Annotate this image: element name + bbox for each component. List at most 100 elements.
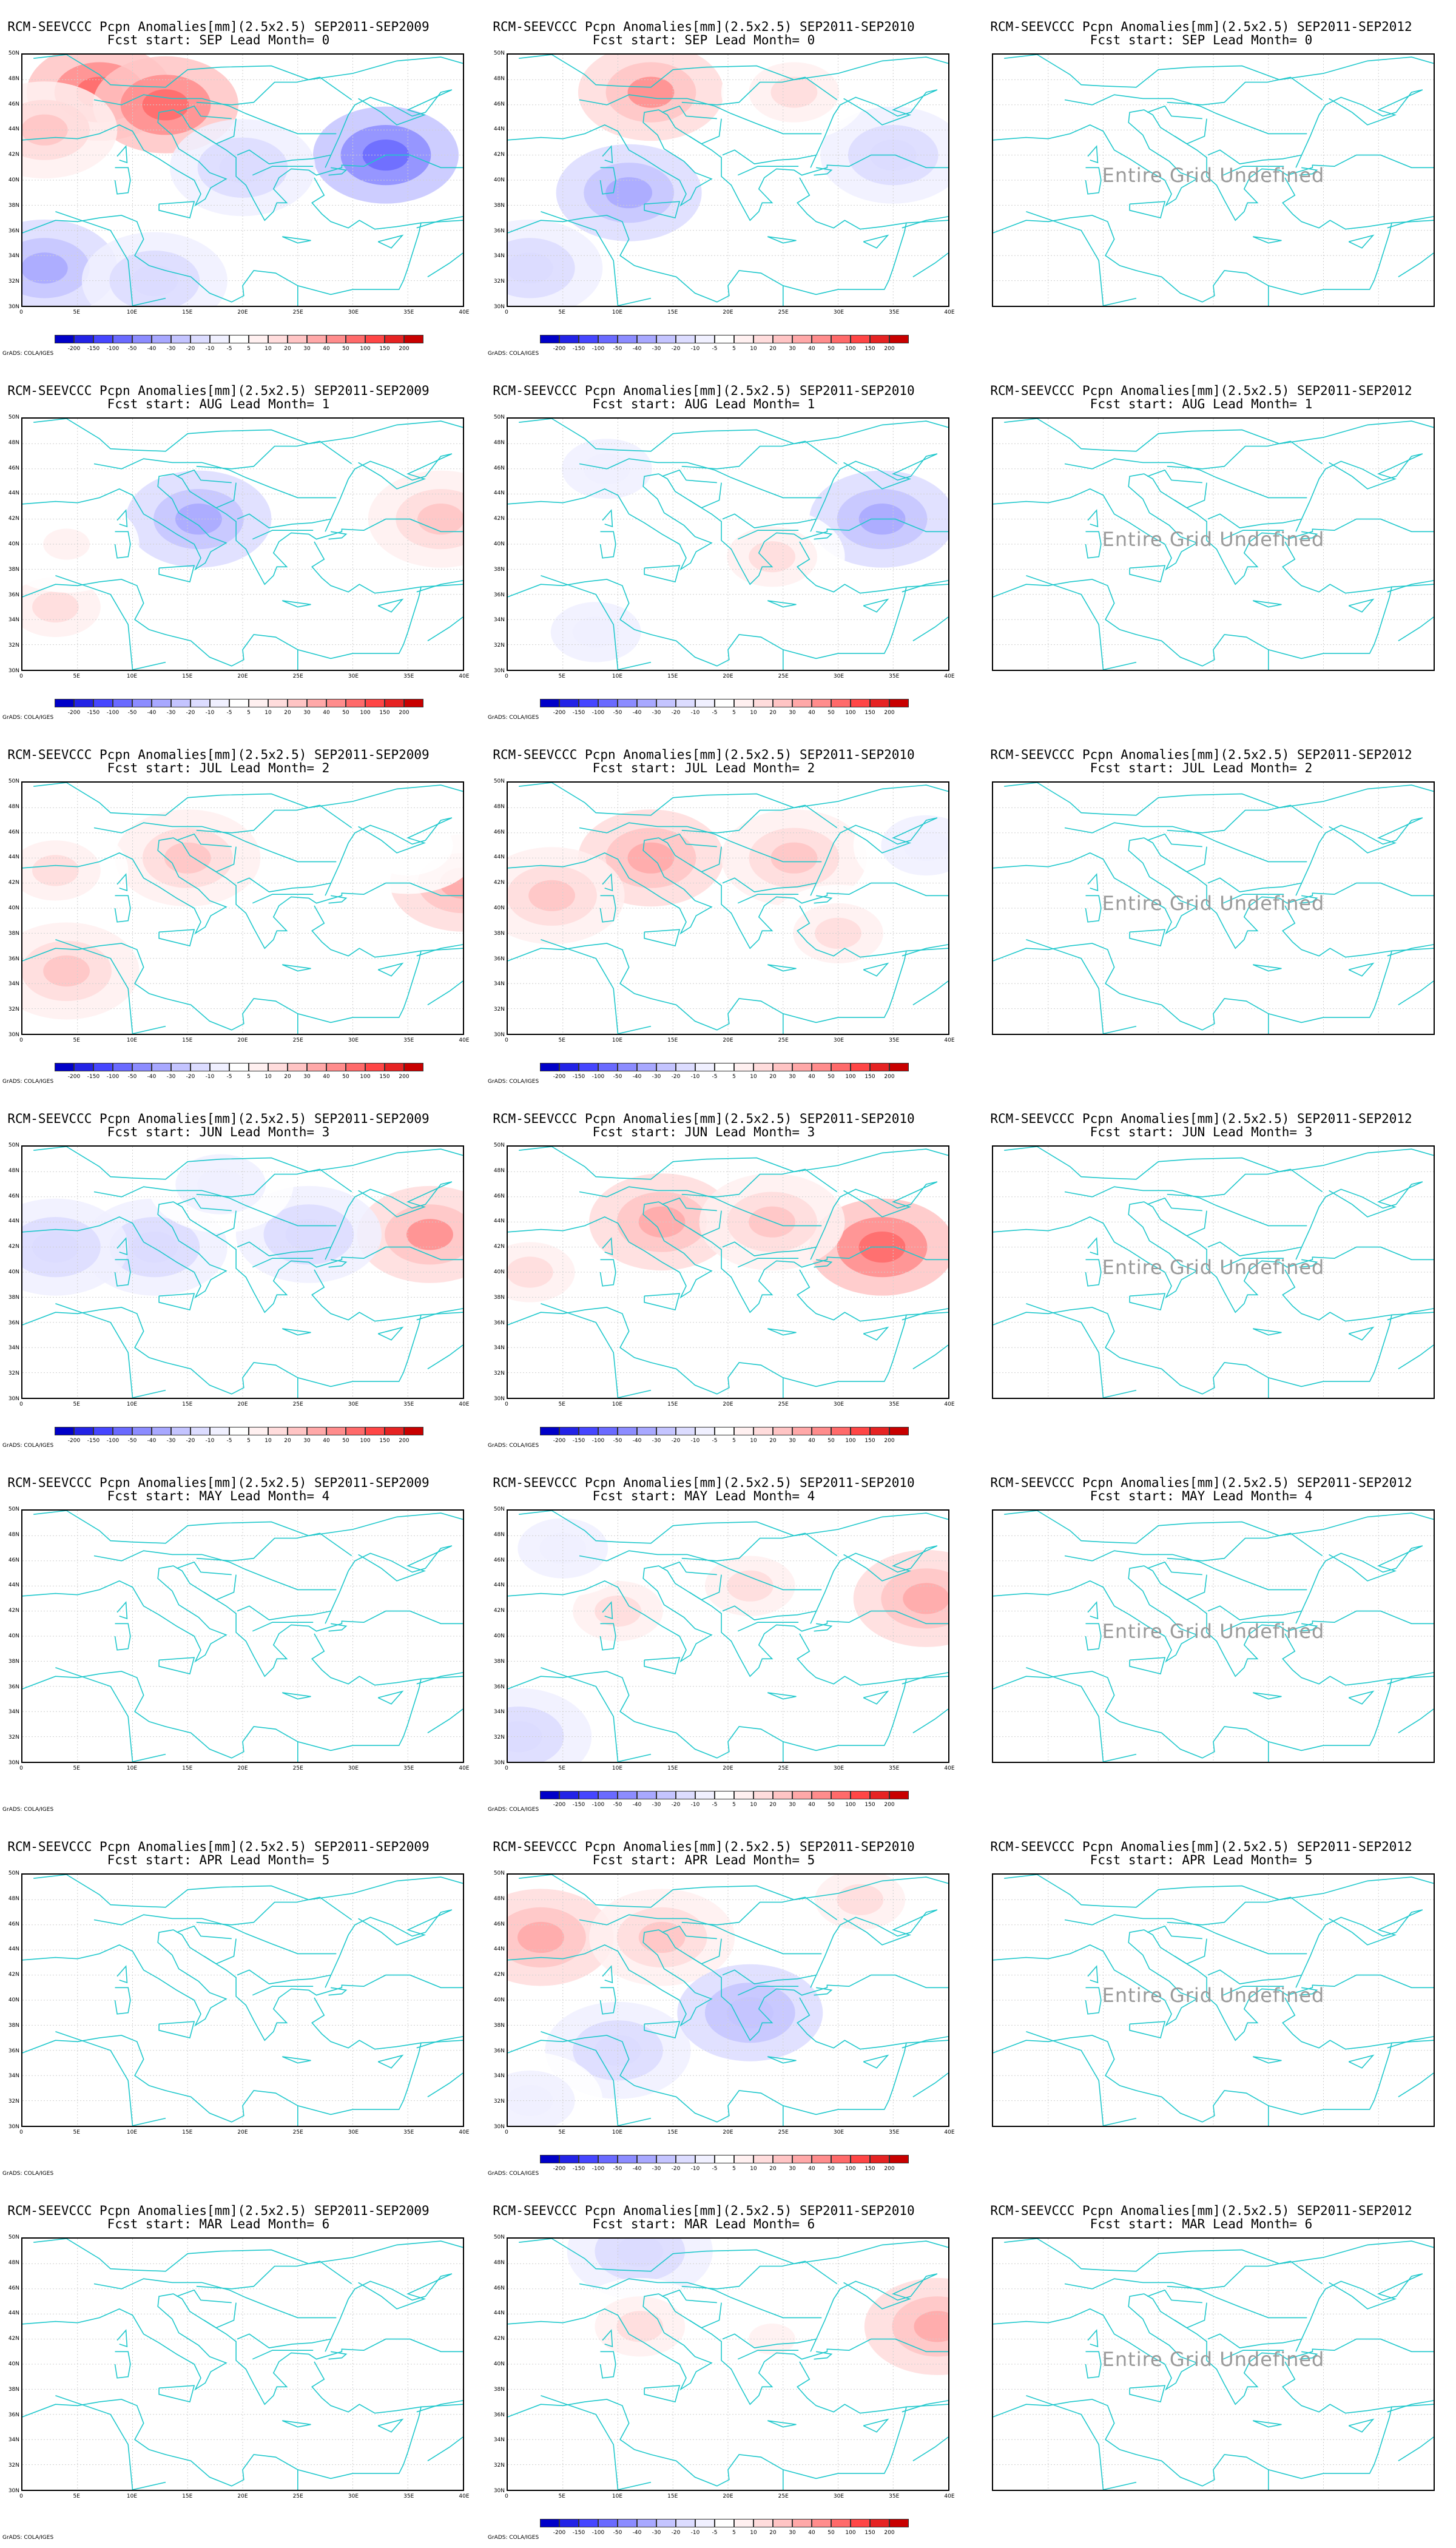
- coastline: [281, 1692, 311, 1700]
- longitude-tick-label: 0: [505, 1401, 508, 1407]
- colorbar-tick-label: 50: [827, 710, 835, 716]
- longitude-tick-label: 10E: [612, 2129, 623, 2135]
- latitude-tick-label: 38N: [493, 2386, 505, 2393]
- coastline: [55, 1667, 166, 1762]
- latitude-tick-label: 48N: [8, 1167, 19, 1174]
- coastline: [1207, 877, 1302, 892]
- colorbar-cell: [249, 335, 268, 343]
- anomaly-contour: [508, 252, 553, 284]
- coastline: [33, 783, 463, 816]
- longitude-tick-label: 0: [19, 673, 23, 679]
- map-canvas: [22, 419, 463, 670]
- coastline: [33, 2239, 463, 2272]
- coastline: [1087, 873, 1099, 892]
- longitude-tick-label: 35E: [403, 309, 414, 315]
- coastline: [1167, 1532, 1323, 1562]
- latitude-tick-label: 50N: [8, 778, 19, 784]
- colorbar-cell: [579, 2155, 598, 2163]
- latitude-tick-label: 44N: [493, 854, 505, 861]
- coastline: [196, 2260, 352, 2290]
- latitude-tick-label: 32N: [8, 278, 19, 285]
- grads-credit: GrADS: COLA/IGES: [2, 1443, 54, 1449]
- colorbar-cell: [831, 1427, 851, 1435]
- coastline: [1295, 453, 1423, 532]
- coastline: [810, 817, 938, 896]
- longitude-tick-label: 35E: [403, 2493, 414, 2499]
- latitude-tick-label: 50N: [493, 50, 505, 56]
- panel-subtitle: Fcst start: AUG Lead Month= 1: [592, 397, 815, 411]
- colorbar-tick-label: 40: [808, 1074, 815, 1080]
- coastline: [252, 1258, 314, 1268]
- latitude-tick-label: 50N: [8, 1142, 19, 1148]
- colorbar-tick-label: -40: [147, 1074, 157, 1080]
- colorbar-cell: [831, 2519, 851, 2527]
- coastline: [814, 2351, 833, 2360]
- coastline: [1147, 1197, 1202, 1212]
- coastline: [1282, 1633, 1392, 1686]
- latitude-tick-label: 50N: [493, 1142, 505, 1148]
- latitude-tick-label: 50N: [8, 50, 19, 56]
- coastline: [1087, 2329, 1099, 2348]
- colorbar-cell: [792, 1427, 812, 1435]
- map-panel: RCM-SEEVCCC Pcpn Anomalies[mm](2.5x2.5) …: [485, 0, 971, 364]
- anomaly-contour: [903, 829, 948, 861]
- colorbar-tick-label: -40: [632, 346, 642, 352]
- colorbar-cell: [889, 1063, 909, 1071]
- colorbar-tick-label: 10: [265, 1438, 272, 1444]
- colorbar-cell: [889, 1427, 909, 1435]
- coastline: [602, 1965, 613, 1984]
- coastline: [1299, 1623, 1318, 1632]
- colorbar-cell: [734, 2155, 753, 2163]
- colorbar-cell: [695, 1791, 715, 1799]
- colorbar-cell: [113, 1427, 132, 1435]
- grads-credit: GrADS: COLA/IGES: [488, 715, 539, 721]
- coastline: [1147, 469, 1202, 484]
- longitude-tick-label: 30E: [348, 1765, 359, 1771]
- latitude-tick-label: 32N: [493, 1734, 505, 1741]
- coastline: [1129, 1293, 1166, 1311]
- colorbar-cell: [579, 2519, 598, 2527]
- colorbar-cell: [74, 699, 93, 707]
- coastline: [519, 1147, 948, 1180]
- colorbar-tick-label: 10: [750, 1074, 757, 1080]
- coastline: [689, 846, 722, 872]
- coastline: [722, 2333, 817, 2348]
- colorbar-tick-label: 5: [247, 1074, 251, 1080]
- latitude-tick-label: 34N: [493, 2073, 505, 2080]
- coastline: [1129, 565, 1166, 583]
- colorbar-cell: [326, 1063, 346, 1071]
- coastline: [196, 76, 352, 106]
- map-plot-area: Entire Grid Undefined: [992, 1509, 1435, 1763]
- colorbar-cell: [618, 1791, 637, 1799]
- colorbar-tick-label: 150: [864, 1802, 875, 1808]
- map-plot-area: Entire Grid Undefined: [992, 417, 1435, 671]
- latitude-tick-label: 42N: [8, 2336, 19, 2342]
- coastline: [1026, 939, 1137, 1034]
- panel-title: RCM-SEEVCCC Pcpn Anomalies[mm](2.5x2.5) …: [990, 19, 1412, 34]
- latitude-tick-label: 30N: [493, 2124, 505, 2130]
- colorbar-cell: [870, 699, 889, 707]
- map-plot-area: [21, 2237, 464, 2491]
- colorbar-tick-label: 200: [884, 1802, 895, 1808]
- colorbar-cell: [792, 699, 812, 707]
- coastline: [902, 2400, 948, 2413]
- colorbar-tick-label: 40: [323, 710, 330, 716]
- colorbar-cell: [870, 2519, 889, 2527]
- longitude-tick-label: 40E: [944, 2493, 955, 2499]
- longitude-tick-label: 20E: [237, 1765, 248, 1771]
- colorbar-cell: [656, 699, 676, 707]
- colorbar-cell: [559, 1791, 579, 1799]
- colorbar-cell: [559, 2519, 579, 2527]
- coastline: [325, 89, 453, 168]
- colorbar-cell: [365, 335, 385, 343]
- latitude-tick-label: 30N: [8, 304, 19, 310]
- longitude-tick-label: 35E: [403, 1401, 414, 1407]
- map-plot-area: [507, 1145, 949, 1399]
- longitude-tick-label: 40E: [944, 309, 955, 315]
- longitude-tick-label: 0: [19, 309, 23, 315]
- latitude-tick-label: 48N: [493, 75, 505, 82]
- colorbar-tick-label: 20: [284, 346, 291, 352]
- coastline: [1087, 1237, 1099, 1256]
- colorbar-tick-label: 150: [379, 710, 390, 716]
- longitude-tick-label: 30E: [833, 1401, 844, 1407]
